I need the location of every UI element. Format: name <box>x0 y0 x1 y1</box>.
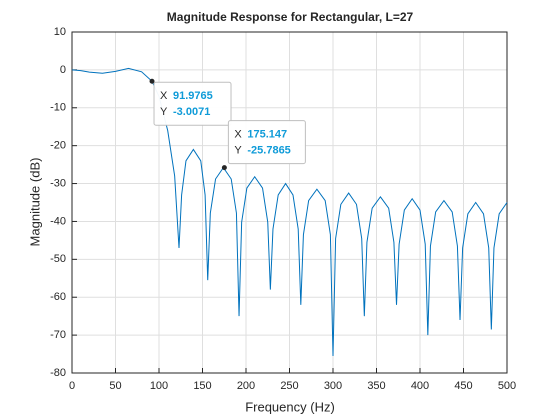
datatip-marker <box>149 78 155 84</box>
x-tick-label: 350 <box>367 380 385 392</box>
y-tick-label: -80 <box>50 367 66 379</box>
x-tick-label: 150 <box>193 380 211 392</box>
x-axis-label: Frequency (Hz) <box>245 399 335 414</box>
datatip-value: -25.7865 <box>247 144 290 156</box>
x-tick-label: 250 <box>280 380 298 392</box>
datatip-label: Y <box>160 106 168 118</box>
y-tick-label: -50 <box>50 253 66 265</box>
y-tick-label: -40 <box>50 215 66 227</box>
y-tick-label: -70 <box>50 329 66 341</box>
x-tick-label: 450 <box>454 380 472 392</box>
chart-title: Magnitude Response for Rectangular, L=27 <box>167 10 414 24</box>
y-tick-label: -60 <box>50 291 66 303</box>
y-axis-label: Magnitude (dB) <box>27 158 42 247</box>
y-tick-label: -30 <box>50 177 66 189</box>
datatip-label: X <box>160 90 168 102</box>
datatip-value: -3.0071 <box>173 106 210 118</box>
y-tick-label: -10 <box>50 102 66 114</box>
x-tick-label: 200 <box>237 380 255 392</box>
line <box>71 67 508 356</box>
datatip-marker <box>221 165 227 171</box>
x-tick-label: 300 <box>324 380 342 392</box>
x-tick-label: 500 <box>498 380 516 392</box>
datatip-label: Y <box>234 144 242 156</box>
y-tick-label: -20 <box>50 140 66 152</box>
x-tick-label: 0 <box>69 380 75 392</box>
datatip-box <box>227 120 306 165</box>
y-tick-label: 10 <box>54 26 66 38</box>
y-tick-label: 0 <box>60 64 66 76</box>
x-tick-label: 50 <box>109 380 121 392</box>
datatip-label: X <box>234 128 242 140</box>
datatip-value: 175.147 <box>247 128 287 140</box>
datatip-value: 91.9765 <box>173 90 213 102</box>
datatip-box <box>153 81 232 126</box>
x-tick-label: 100 <box>150 380 168 392</box>
x-tick-label: 400 <box>411 380 429 392</box>
